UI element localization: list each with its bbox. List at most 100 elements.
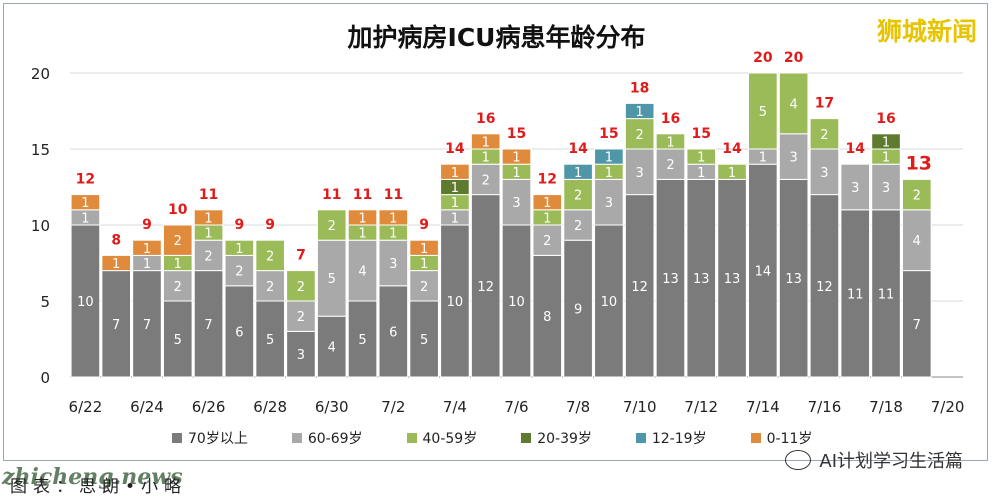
- total-label: 16: [661, 111, 680, 127]
- x-tick-label: 7/10: [623, 398, 657, 416]
- legend-swatch: [172, 433, 182, 443]
- segment-value-label: 3: [851, 181, 859, 196]
- x-tick-label: 6/26: [192, 398, 226, 416]
- segment-value-label: 7: [913, 318, 921, 333]
- bar-segment: [901, 270, 932, 378]
- bar-segment: [316, 239, 347, 317]
- bar-segment: [594, 148, 624, 165]
- segment-value-label: 3: [389, 257, 397, 272]
- bar-segment: [563, 178, 593, 211]
- segment-value-label: 1: [574, 166, 582, 181]
- bar-segment: [778, 133, 809, 180]
- bar-segment: [871, 133, 901, 150]
- bar-segment: [193, 209, 224, 226]
- segment-value-label: 1: [728, 166, 736, 181]
- segment-value-label: 3: [512, 196, 520, 211]
- bar-segment: [686, 178, 717, 378]
- bar-segment: [901, 178, 932, 211]
- segment-value-label: 5: [420, 333, 428, 348]
- segment-value-label: 11: [847, 287, 864, 302]
- total-label: 14: [445, 141, 465, 157]
- segment-value-label: 1: [636, 105, 644, 120]
- x-tick-label: 6/22: [69, 398, 103, 416]
- segment-value-label: 12: [816, 280, 833, 295]
- total-label: 20: [753, 50, 773, 66]
- x-tick-label: 6/30: [315, 398, 349, 416]
- bar-segment: [717, 178, 747, 378]
- bar-segment: [624, 102, 655, 120]
- bar-segment: [255, 300, 285, 378]
- segment-value-label: 1: [482, 151, 490, 166]
- total-label: 18: [630, 80, 649, 96]
- y-tick-label: 10: [31, 217, 50, 235]
- watermark-account: AI计划学习生活篇: [785, 447, 963, 473]
- bar-segment: [594, 224, 624, 378]
- segment-value-label: 2: [235, 265, 243, 280]
- total-label: 15: [599, 126, 618, 142]
- legend-swatch: [635, 433, 646, 443]
- bar-segment: [224, 239, 255, 256]
- total-label: 10: [168, 202, 188, 218]
- bar-segment: [286, 300, 316, 332]
- bar-segment: [686, 148, 717, 165]
- segment-value-label: 3: [820, 166, 828, 181]
- segment-value-label: 5: [266, 333, 274, 348]
- bar-segment: [563, 163, 593, 180]
- legend-item: 60-69岁: [291, 428, 363, 448]
- bar-segment: [809, 118, 840, 150]
- segment-value-label: 6: [235, 325, 243, 340]
- segment-value-label: 1: [451, 211, 459, 226]
- bar-segment: [440, 224, 470, 378]
- total-label: 8: [111, 232, 121, 248]
- bar-segment: [470, 163, 501, 196]
- segment-value-label: 2: [174, 280, 182, 295]
- segment-value-label: 5: [759, 105, 767, 120]
- total-label: 11: [384, 187, 403, 203]
- segment-value-label: 1: [697, 166, 705, 181]
- bar-segment: [624, 194, 655, 378]
- bar-segment: [717, 163, 747, 180]
- segment-value-label: 2: [204, 249, 212, 264]
- segment-value-label: 4: [358, 265, 366, 280]
- segment-value-label: 2: [574, 219, 582, 234]
- bar-segment: [532, 194, 563, 211]
- segment-value-label: 3: [297, 348, 305, 363]
- bar-segment: [901, 209, 932, 272]
- bar-segment: [378, 209, 409, 226]
- segment-value-label: 13: [693, 272, 710, 287]
- bar-segment: [470, 194, 501, 378]
- segment-value-label: 3: [789, 151, 797, 166]
- bar-segment: [286, 270, 316, 302]
- watermark-site: zhicheng.news: [2, 464, 183, 490]
- legend-label: 70岁以上: [188, 431, 248, 447]
- bar-segment: [532, 254, 563, 378]
- segment-value-label: 2: [636, 128, 644, 143]
- bar-segment: [347, 209, 378, 226]
- bar-segment: [748, 163, 778, 378]
- segment-value-label: 4: [789, 97, 797, 112]
- legend-label: 20-39岁: [537, 431, 592, 447]
- segment-value-label: 2: [266, 280, 274, 295]
- bar-segment: [778, 72, 809, 135]
- segment-value-label: 2: [482, 173, 490, 188]
- bar-segment: [655, 133, 686, 150]
- segment-value-label: 10: [508, 295, 525, 310]
- x-tick-label: 7/16: [808, 398, 842, 416]
- segment-value-label: 1: [235, 242, 243, 257]
- bar-segment: [501, 178, 532, 226]
- x-tick-label: 7/6: [504, 398, 528, 416]
- segment-value-label: 13: [662, 272, 679, 287]
- segment-value-label: 3: [605, 196, 613, 211]
- bar-segment: [809, 148, 840, 196]
- bar-segment: [440, 163, 470, 180]
- chart-title: 加护病房ICU病患年龄分布: [347, 23, 646, 52]
- y-tick-label: 0: [40, 369, 50, 387]
- bar-segment: [871, 163, 901, 211]
- total-label: 9: [265, 217, 275, 233]
- segment-value-label: 1: [451, 166, 459, 181]
- bar-segment: [193, 239, 224, 272]
- segment-value-label: 1: [204, 211, 212, 226]
- chart-legend: 70岁以上 60-69岁 40-59岁 20-39岁 12-19岁 0-11岁: [172, 428, 856, 448]
- y-tick-label: 5: [40, 293, 50, 311]
- legend-item: 12-19岁: [635, 428, 707, 448]
